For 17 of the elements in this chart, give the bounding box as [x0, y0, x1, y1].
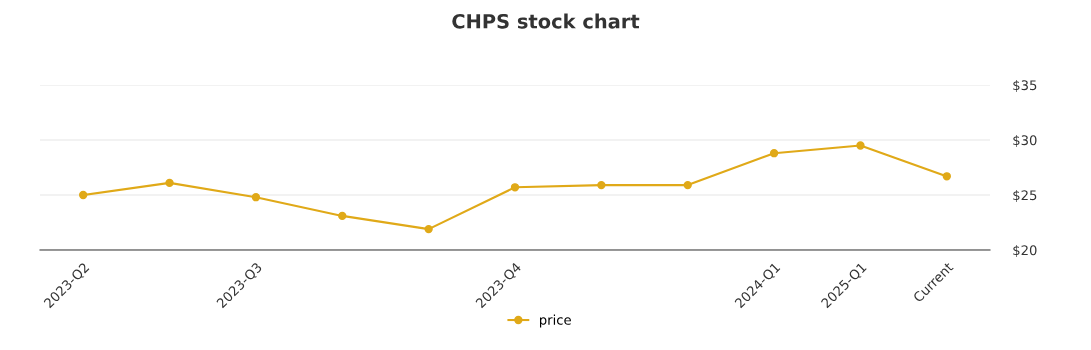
point	[165, 178, 174, 188]
chart-title: CHPS stock chart	[452, 13, 640, 29]
point	[424, 224, 433, 234]
y-tick-label: $35	[1013, 79, 1037, 92]
point	[683, 180, 692, 190]
legend-label: price	[540, 314, 571, 328]
point	[597, 180, 606, 190]
point	[79, 190, 88, 200]
y-tick-label: $30	[1013, 134, 1037, 147]
y-tick-label: $20	[1013, 244, 1037, 257]
point	[856, 141, 865, 150]
point	[510, 183, 520, 192]
point	[942, 172, 951, 181]
y-tick-label: $25	[1013, 189, 1037, 202]
point	[338, 211, 347, 221]
point	[769, 149, 779, 158]
point	[251, 193, 261, 202]
